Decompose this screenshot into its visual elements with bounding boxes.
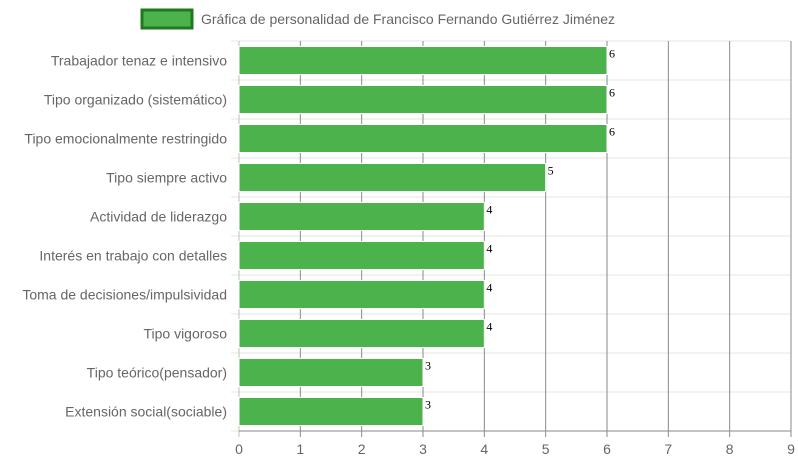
category-label: Tipo vigoroso [143,326,227,342]
x-tick-label: 5 [542,441,550,457]
bar-value-label: 4 [486,281,492,295]
category-label: Extensión social(sociable) [65,404,227,420]
x-tick-label: 7 [664,441,672,457]
x-tick-label: 0 [235,441,243,457]
bar-value-label: 4 [486,203,492,217]
legend-label: Gráfica de personalidad de Francisco Fer… [201,11,615,27]
bar [238,319,485,348]
bar-value-label: 6 [609,47,615,61]
category-label: Tipo teórico(pensador) [87,365,227,381]
category-label: Tipo siempre activo [106,170,227,186]
bar-value-label: 4 [486,320,492,334]
bar-value-label: 4 [486,242,492,256]
bar [238,124,608,153]
bar-value-label: 6 [609,86,615,100]
bar [238,202,485,231]
value-labels: 6 6 6 5 4 4 4 4 3 3 [425,47,615,412]
category-label: Trabajador tenaz e intensivo [51,53,227,69]
category-label: Actividad de liderazgo [90,209,227,225]
bar-value-label: 5 [548,164,554,178]
category-label: Tipo emocionalmente restringido [24,131,227,147]
x-tick-label: 2 [358,441,366,457]
x-tick-label: 3 [419,441,427,457]
bar [238,358,424,387]
x-tick-label: 8 [726,441,734,457]
x-tick-label: 9 [787,441,795,457]
bar [238,46,608,75]
x-tick-label: 1 [296,441,304,457]
bar [238,85,608,114]
category-label: Interés en trabajo con detalles [39,248,227,264]
bars [238,46,608,426]
category-label: Tipo organizado (sistemático) [44,92,227,108]
x-tick-label: 4 [480,441,488,457]
bar [238,241,485,270]
bar [238,163,547,192]
x-tick-label: 6 [603,441,611,457]
bar [238,280,485,309]
bar-value-label: 6 [609,125,615,139]
category-labels: Trabajador tenaz e intensivo Tipo organiz… [22,53,227,420]
category-label: Toma de decisiones/impulsividad [22,287,227,303]
x-axis-ticks: 0 1 2 3 4 5 6 7 8 9 [235,441,795,457]
bar-value-label: 3 [425,359,431,373]
bar [238,397,424,426]
legend-swatch [140,8,194,30]
legend: Gráfica de personalidad de Francisco Fer… [140,8,615,30]
bar-value-label: 3 [425,398,431,412]
